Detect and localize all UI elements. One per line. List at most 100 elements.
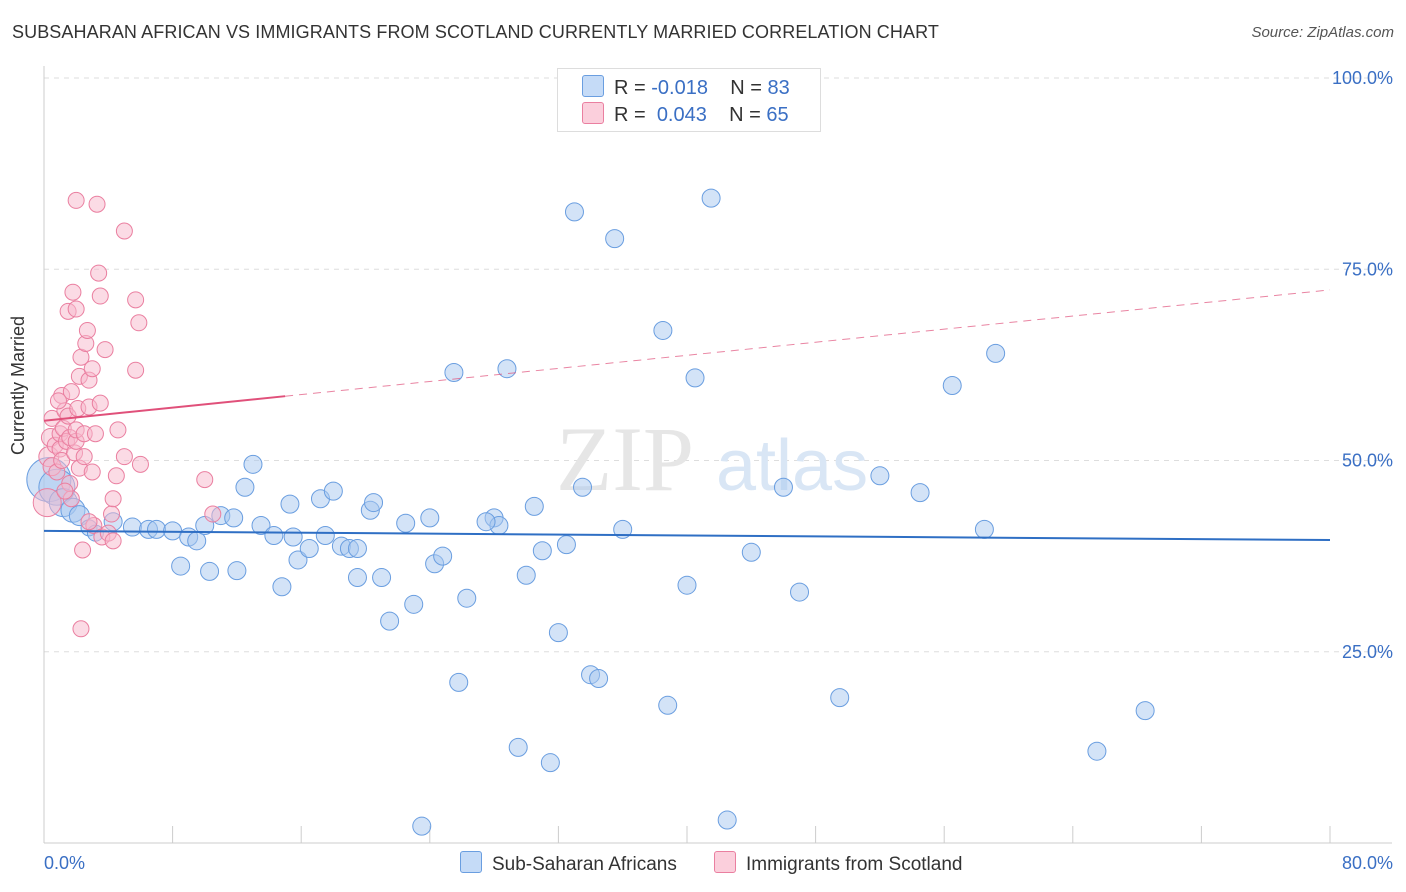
legend-label: Immigrants from Scotland [746,854,963,875]
data-point [115,222,133,240]
data-point [412,816,432,836]
data-point [90,264,108,282]
data-point [280,494,300,514]
r-label: R = [614,77,646,99]
data-point [396,513,416,533]
data-point [171,556,191,576]
legend-swatch-blue [582,75,604,97]
legend-item-sub-saharan-africans: Sub-Saharan Africans [460,851,677,876]
data-point [347,568,367,588]
correlation-legend: R = -0.018 N = 83 R = 0.043 N = 65 [557,68,821,132]
data-point [115,448,133,466]
legend-swatch-pink [714,851,736,873]
data-point [127,361,145,379]
legend-swatch-pink [582,102,604,124]
data-point [516,565,536,585]
r-value: 0.043 [656,104,707,126]
legend-item-immigrants-from-scotland: Immigrants from Scotland [714,851,962,876]
data-point [457,588,477,608]
data-point [910,483,930,503]
data-point [235,477,255,497]
series-immigrants-from-scotland [32,191,222,638]
data-point [685,368,705,388]
series-sub-saharan-africans [26,188,1155,836]
data-point [72,620,90,638]
data-point [272,577,292,597]
y-tick-label: 50.0% [1342,451,1393,471]
y-tick-label: 25.0% [1342,642,1393,662]
trend-lines [43,289,1331,542]
legend-swatch-blue [460,851,482,873]
data-point [524,496,544,516]
data-point [131,455,149,473]
data-point [83,360,101,378]
data-point [790,582,810,602]
data-point [942,376,962,396]
data-point [103,505,121,523]
data-point [573,477,593,497]
data-point [264,525,284,545]
data-point [224,508,244,528]
data-point [204,505,222,523]
trend-line-immigrants-from-scotland-extrapolated [285,289,1331,397]
data-point [315,525,335,545]
data-point [986,343,1006,363]
data-point [104,490,122,508]
data-point [147,519,167,539]
data-point [32,488,62,518]
data-point [653,320,673,340]
data-point [564,202,584,222]
r-label: R = [614,104,646,126]
data-point [122,517,142,537]
data-point [556,535,576,555]
data-point [299,538,319,558]
data-point [548,623,568,643]
data-point [870,466,890,486]
data-point [67,191,85,209]
data-point [56,482,74,500]
data-point [773,477,793,497]
data-point [476,512,496,532]
data-point [74,541,92,559]
data-point [53,452,71,469]
data-point [243,454,263,474]
y-tick-label: 100.0% [1332,68,1393,88]
data-point [86,425,104,443]
data-point [605,229,625,249]
data-point [91,394,109,412]
data-point [677,575,697,595]
data-point [449,672,469,692]
data-point [283,527,303,547]
data-point [75,448,93,466]
data-point [1135,701,1155,721]
data-point [91,287,109,305]
grid-lines [44,77,1392,653]
data-point [497,359,517,379]
data-point [80,513,98,531]
data-point [130,314,148,332]
data-point [196,471,214,489]
data-point [67,300,85,318]
data-point [200,561,220,581]
data-point [830,688,850,708]
data-point [701,188,721,208]
series-legend: Sub-Saharan Africans Immigrants from Sco… [0,851,1406,877]
legend-row-pink: R = 0.043 N = 65 [582,102,789,128]
chart-title: SUBSAHARAN AFRICAN VS IMMIGRANTS FROM SC… [12,22,939,42]
data-point [508,737,528,757]
tick-labels: 25.0% 50.0% 75.0% 100.0% 0.0% 80.0% [44,68,1393,873]
data-point [323,481,343,501]
data-point [974,519,994,539]
x-tick-label: 0.0% [44,853,85,873]
data-point [717,810,737,830]
source-note: Source: ZipAtlas.com [1251,24,1394,41]
n-value: 83 [767,77,790,99]
data-point [364,493,384,513]
data-point [109,421,127,439]
data-point [107,467,125,485]
data-point [741,542,761,562]
data-point [96,341,114,359]
data-point [540,753,560,773]
data-point [104,532,122,550]
trend-line-immigrants-from-scotland [43,395,286,422]
